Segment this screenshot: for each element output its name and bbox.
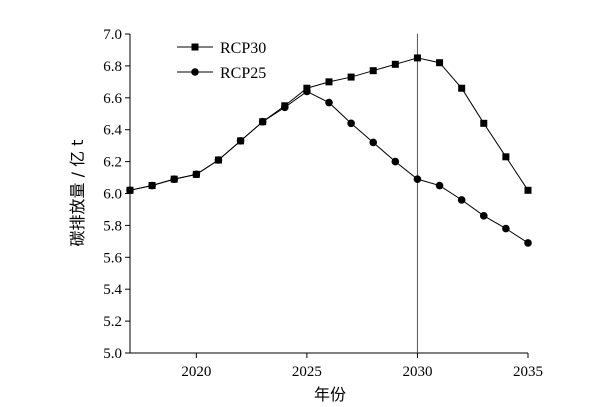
- y-tick-label: 6.4: [103, 123, 122, 139]
- data-point-rcp25: [479, 212, 488, 220]
- data-point-rcp25: [148, 181, 156, 190]
- series-rcp30: [126, 54, 532, 194]
- y-tick-label: 5.6: [103, 250, 122, 266]
- series-line-rcp25: [129, 90, 529, 244]
- legend-label-rcp30: RCP30: [220, 40, 266, 57]
- data-point-rcp25: [236, 137, 245, 145]
- data-point-rcp30: [413, 54, 421, 62]
- data-point-rcp25: [170, 175, 179, 183]
- data-point-rcp25: [391, 157, 400, 166]
- data-point-rcp30: [347, 73, 355, 81]
- data-point-rcp25: [214, 156, 223, 164]
- data-point-rcp25: [413, 175, 422, 183]
- data-point-rcp30: [502, 153, 510, 161]
- x-axis-title: 年份: [314, 385, 346, 404]
- y-tick-label: 6.8: [103, 59, 122, 75]
- data-point-rcp25: [280, 103, 289, 112]
- y-tick-label: 5.4: [103, 282, 122, 298]
- y-tick-label: 7.0: [103, 27, 122, 43]
- data-point-rcp25: [192, 170, 201, 179]
- data-point-rcp25: [347, 119, 355, 128]
- data-point-rcp25: [258, 117, 267, 126]
- y-tick-label: 6.6: [103, 91, 122, 107]
- data-point-rcp30: [325, 78, 333, 86]
- data-point-rcp30: [436, 59, 444, 67]
- data-point-rcp30: [458, 84, 466, 92]
- y-tick-label: 5.0: [103, 346, 122, 362]
- legend: RCP30 RCP25: [177, 40, 266, 82]
- x-ticks: 2020 2025 2030 2035: [181, 353, 543, 380]
- data-point-rcp25: [435, 181, 444, 190]
- series-rcp25: [126, 87, 532, 247]
- data-point-rcp30: [391, 60, 399, 68]
- y-tick-label: 6.0: [103, 187, 122, 203]
- legend-marker-rcp25: [191, 68, 199, 76]
- y-tick-label: 5.2: [103, 314, 122, 330]
- x-tick-label: 2025: [292, 364, 322, 380]
- y-tick-label: 5.8: [103, 218, 122, 234]
- data-point-rcp25: [126, 186, 134, 195]
- data-point-rcp30: [480, 119, 488, 127]
- data-point-rcp25: [325, 98, 333, 107]
- y-tick-label: 6.2: [103, 155, 122, 171]
- data-point-rcp30: [369, 67, 377, 75]
- y-ticks: 5.0 5.2 5.4 5.6 5.8 6.0 6.2 6.4 6.6 6.8 7.0: [103, 27, 130, 362]
- data-point-rcp25: [303, 87, 311, 96]
- series-line-rcp30: [129, 57, 529, 191]
- data-point-rcp25: [524, 239, 532, 247]
- data-point-rcp25: [369, 138, 378, 147]
- data-point-rcp25: [502, 224, 510, 233]
- series-layer: [126, 54, 532, 247]
- legend-marker-rcp30: [191, 43, 199, 51]
- data-point-rcp25: [457, 196, 466, 204]
- legend-label-rcp25: RCP25: [220, 65, 266, 82]
- x-tick-label: 2020: [181, 364, 211, 380]
- data-point-rcp30: [524, 186, 532, 194]
- x-tick-label: 2035: [513, 364, 543, 380]
- y-axis-title: 碳排放量 / 亿 t: [68, 140, 87, 247]
- x-tick-label: 2030: [402, 364, 432, 380]
